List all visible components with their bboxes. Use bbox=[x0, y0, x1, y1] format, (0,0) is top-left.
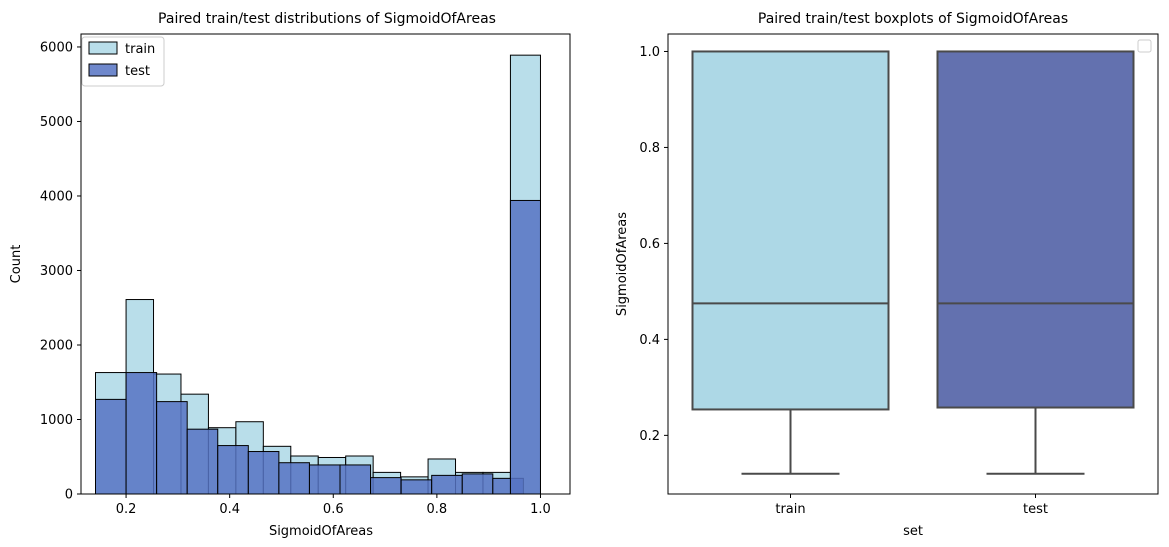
boxplot-x-label: set bbox=[903, 524, 923, 539]
x-tick-label: 0.8 bbox=[427, 502, 448, 517]
test-bar bbox=[431, 474, 463, 495]
histogram-y-label: Count bbox=[9, 245, 24, 284]
histogram-panel: Paired train/test distributions of Sigmo… bbox=[9, 11, 571, 539]
boxplot-x-ticks: train test bbox=[775, 494, 1048, 517]
x-tick-label: 0.6 bbox=[323, 502, 344, 517]
test-bar bbox=[370, 477, 402, 495]
legend-label-test: test bbox=[125, 64, 150, 79]
test-bar bbox=[125, 372, 158, 495]
x-tick-label: 0.2 bbox=[116, 502, 137, 517]
test-bar bbox=[308, 464, 341, 495]
x-tick-label: train bbox=[775, 502, 805, 517]
boxplot-panel: Paired train/test boxplots of SigmoidOfA… bbox=[615, 11, 1159, 539]
boxplot-empty-legend bbox=[1137, 39, 1152, 53]
test-bar bbox=[400, 479, 433, 495]
test-bar bbox=[461, 473, 494, 495]
x-tick-label: 1.0 bbox=[530, 502, 551, 517]
train-box bbox=[691, 50, 890, 411]
y-tick-label: 1.0 bbox=[639, 45, 660, 60]
test-bar bbox=[95, 398, 127, 495]
y-tick-label: 0 bbox=[65, 488, 73, 503]
legend-swatch-test bbox=[88, 63, 118, 77]
y-tick-label: 1000 bbox=[40, 413, 73, 428]
histogram-legend: train test bbox=[81, 36, 165, 87]
test-bar bbox=[217, 445, 249, 495]
test-bar bbox=[247, 451, 280, 495]
histogram-axes-frame bbox=[80, 33, 571, 495]
boxplot-axes-frame bbox=[667, 33, 1159, 495]
y-tick-label: 4000 bbox=[40, 189, 73, 204]
legend-swatch-train bbox=[88, 41, 118, 55]
test-bar bbox=[339, 464, 372, 495]
x-tick-label: 0.4 bbox=[219, 502, 240, 517]
y-tick-label: 0.4 bbox=[639, 333, 660, 348]
test-bar bbox=[509, 199, 541, 495]
y-tick-label: 0.6 bbox=[639, 237, 660, 252]
y-tick-label: 0.8 bbox=[639, 141, 660, 156]
test-bar bbox=[156, 401, 188, 495]
x-tick-label: test bbox=[1023, 502, 1048, 517]
boxplot-y-ticks: 0.2 0.4 0.6 0.8 1.0 bbox=[639, 45, 668, 444]
y-tick-label: 0.2 bbox=[639, 429, 660, 444]
boxplot-title: Paired train/test boxplots of SigmoidOfA… bbox=[758, 11, 1068, 27]
test-bar bbox=[278, 462, 310, 495]
y-tick-label: 2000 bbox=[40, 338, 73, 353]
y-tick-label: 6000 bbox=[40, 40, 73, 55]
legend-label-train: train bbox=[125, 42, 155, 57]
histogram-y-ticks: 0 1000 2000 3000 4000 5000 6000 bbox=[40, 40, 81, 503]
y-tick-label: 5000 bbox=[40, 115, 73, 130]
test-box bbox=[936, 50, 1135, 409]
test-bar bbox=[186, 428, 219, 495]
histogram-x-ticks: 0.2 0.4 0.6 0.8 1.0 bbox=[116, 494, 551, 517]
y-tick-label: 3000 bbox=[40, 264, 73, 279]
boxplot-elements bbox=[691, 50, 1135, 475]
boxplot-y-label: SigmoidOfAreas bbox=[615, 212, 630, 316]
histogram-x-label: SigmoidOfAreas bbox=[269, 524, 373, 539]
test-bars bbox=[95, 199, 541, 495]
histogram-title: Paired train/test distributions of Sigmo… bbox=[158, 11, 496, 27]
